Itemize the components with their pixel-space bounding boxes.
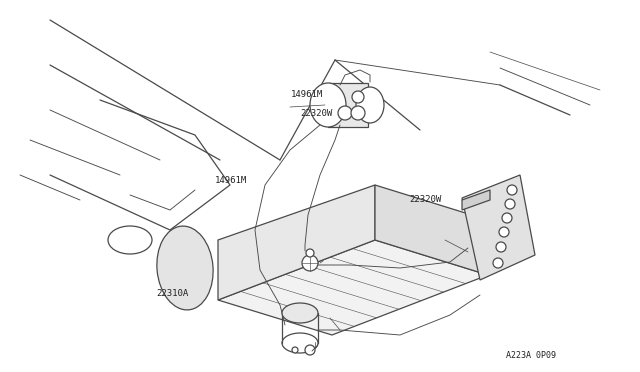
Text: 14961M: 14961M xyxy=(214,176,246,185)
Ellipse shape xyxy=(282,333,318,353)
Circle shape xyxy=(493,258,503,268)
Text: A223A 0P09: A223A 0P09 xyxy=(506,351,556,360)
Circle shape xyxy=(352,91,364,103)
Polygon shape xyxy=(462,190,490,210)
Ellipse shape xyxy=(157,226,213,310)
Circle shape xyxy=(502,213,512,223)
Circle shape xyxy=(499,227,509,237)
Circle shape xyxy=(496,242,506,252)
Circle shape xyxy=(306,249,314,257)
Circle shape xyxy=(505,199,515,209)
Polygon shape xyxy=(218,185,375,300)
Circle shape xyxy=(302,255,318,271)
Circle shape xyxy=(305,345,315,355)
Ellipse shape xyxy=(108,226,152,254)
Text: 14961M: 14961M xyxy=(291,90,323,99)
Circle shape xyxy=(338,106,352,120)
Text: 22320W: 22320W xyxy=(301,109,333,118)
Polygon shape xyxy=(218,240,488,335)
Polygon shape xyxy=(375,185,488,275)
Ellipse shape xyxy=(282,303,318,323)
Polygon shape xyxy=(462,175,535,280)
Ellipse shape xyxy=(356,87,384,123)
Ellipse shape xyxy=(310,83,346,127)
Circle shape xyxy=(292,347,298,353)
Circle shape xyxy=(507,185,517,195)
Circle shape xyxy=(351,106,365,120)
Text: 22310A: 22310A xyxy=(157,289,189,298)
Text: 22320W: 22320W xyxy=(410,195,442,203)
Polygon shape xyxy=(328,83,368,127)
